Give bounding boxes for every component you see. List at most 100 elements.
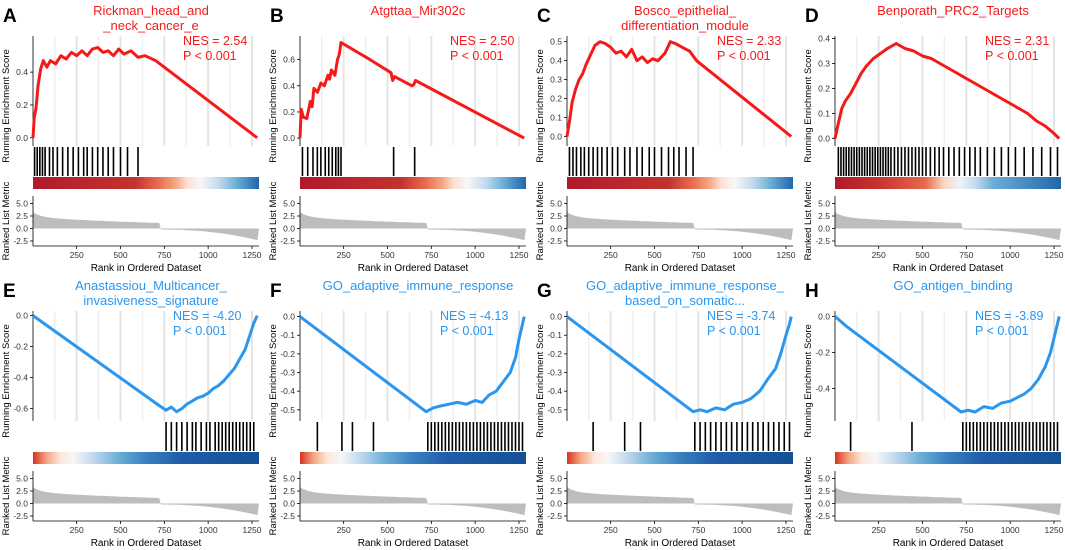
x-tick-label: 250 xyxy=(337,525,351,535)
x-tick-label: 1000 xyxy=(466,250,485,260)
metric-y-tick-label: -2.5 xyxy=(280,511,295,521)
metric-area xyxy=(33,486,259,516)
x-tick-label: 1000 xyxy=(1001,250,1020,260)
heat-bar xyxy=(33,452,259,464)
metric-y-tick-label: 0.0 xyxy=(818,499,830,509)
metric-y-tick-label: 2.5 xyxy=(550,486,562,496)
metric-y-tick-label: 5.0 xyxy=(818,199,830,209)
panel-title-line: GO_adaptive_immune_response xyxy=(323,278,514,293)
p-label: P < 0.001 xyxy=(440,324,494,338)
metric-area xyxy=(300,211,526,241)
y-tick-label: -0.4 xyxy=(815,384,830,394)
y-tick-label: 0.6 xyxy=(283,55,295,65)
x-axis-label: Rank in Ordered Dataset xyxy=(625,538,736,549)
y-tick-label: -0.3 xyxy=(280,368,295,378)
es-curve xyxy=(299,315,526,414)
metric-y-tick-label: 5.0 xyxy=(16,474,28,484)
y-axis-label: Running Enrichment Score xyxy=(268,49,279,163)
metric-y-tick-label: 0.0 xyxy=(550,499,562,509)
x-tick-label: 750 xyxy=(691,525,705,535)
x-tick-label: 750 xyxy=(157,250,171,260)
p-label: P < 0.001 xyxy=(975,324,1029,338)
y-tick-label: -0.1 xyxy=(280,330,295,340)
x-tick-label: 250 xyxy=(70,525,84,535)
y-tick-label: -0.4 xyxy=(13,373,28,383)
y-tick-label: 0.4 xyxy=(550,56,562,66)
metric-y-tick-label: 0.0 xyxy=(818,224,830,234)
y-tick-label: -0.2 xyxy=(815,347,830,357)
x-tick-label: 1250 xyxy=(510,250,529,260)
panel-title-line: Atgttaa_Mir302c xyxy=(371,3,466,18)
x-tick-label: 500 xyxy=(915,525,929,535)
panel-title-line: GO_antigen_binding xyxy=(893,278,1012,293)
nes-label: NES = -4.20 xyxy=(173,309,241,323)
metric-y-label: Ranked List Metric xyxy=(268,456,279,535)
x-tick-label: 1000 xyxy=(1001,525,1020,535)
panel-title-line: Anastassiou_Multicancer_ xyxy=(75,278,228,293)
x-tick-label: 750 xyxy=(157,525,171,535)
y-tick-label: -0.5 xyxy=(280,405,295,415)
metric-area xyxy=(300,486,526,516)
x-tick-label: 1000 xyxy=(199,250,218,260)
x-tick-label: 250 xyxy=(604,250,618,260)
x-tick-label: 1250 xyxy=(1045,250,1064,260)
p-label: P < 0.001 xyxy=(183,49,237,63)
heat-bar xyxy=(835,177,1061,189)
metric-y-label: Ranked List Metric xyxy=(803,456,814,535)
y-tick-label: 0.4 xyxy=(818,34,830,44)
es-curve xyxy=(32,314,259,414)
x-tick-label: 750 xyxy=(959,250,973,260)
metric-y-tick-label: 2.5 xyxy=(550,211,562,221)
panel-b: B Atgttaa_Mir302c 0.0 0.2 0.4 0.6 Running Enri… xyxy=(268,3,529,274)
panel-letter: B xyxy=(270,6,284,27)
y-tick-label: -0.5 xyxy=(547,405,562,415)
p-label: P < 0.001 xyxy=(717,49,771,63)
x-tick-label: 500 xyxy=(113,525,127,535)
x-tick-label: 1000 xyxy=(733,525,752,535)
y-tick-label: 0.1 xyxy=(550,113,562,123)
x-tick-label: 1250 xyxy=(1045,525,1064,535)
panel-title-line: Benporath_PRC2_Targets xyxy=(877,3,1029,18)
es-curve xyxy=(833,42,1061,140)
x-tick-label: 250 xyxy=(70,250,84,260)
y-tick-label: 0.3 xyxy=(550,75,562,85)
x-tick-label: 250 xyxy=(604,525,618,535)
nes-label: NES = 2.50 xyxy=(450,34,514,48)
nes-label: NES = 2.31 xyxy=(985,34,1049,48)
panel-g: G GO_adaptive_immune_response_based_on_so… xyxy=(535,278,796,549)
metric-y-tick-label: -2.5 xyxy=(13,511,28,521)
x-tick-label: 500 xyxy=(647,525,661,535)
nes-label: NES = -4.13 xyxy=(440,309,508,323)
es-curve xyxy=(31,46,259,139)
panel-letter: H xyxy=(805,281,819,302)
metric-y-label: Ranked List Metric xyxy=(268,181,279,260)
y-axis-label: Running Enrichment Score xyxy=(1,324,12,438)
nes-label: NES = 2.33 xyxy=(717,34,781,48)
y-tick-label: 0.5 xyxy=(550,37,562,47)
metric-y-tick-label: -2.5 xyxy=(815,511,830,521)
x-axis-label: Rank in Ordered Dataset xyxy=(625,263,736,274)
metric-y-label: Ranked List Metric xyxy=(535,181,546,260)
metric-y-tick-label: 5.0 xyxy=(283,199,295,209)
panel-h: H GO_antigen_binding -0.4 -0.2 0.0 Running En… xyxy=(803,278,1064,549)
panel-letter: A xyxy=(3,6,17,27)
panel-letter: D xyxy=(805,6,819,27)
y-tick-label: -0.4 xyxy=(280,386,295,396)
x-tick-label: 500 xyxy=(380,525,394,535)
panel-title-line: invasiveness_signature xyxy=(83,293,218,308)
panel-a: A Rickman_head_and_neck_cancer_e 0.0 0.2 0.4… xyxy=(1,3,262,274)
panel-title-line: GO_adaptive_immune_response_ xyxy=(586,278,785,293)
heat-bar xyxy=(567,177,793,189)
x-tick-label: 250 xyxy=(337,250,351,260)
p-label: P < 0.001 xyxy=(450,49,504,63)
metric-y-tick-label: 2.5 xyxy=(283,486,295,496)
x-tick-label: 750 xyxy=(424,525,438,535)
p-label: P < 0.001 xyxy=(173,324,227,338)
x-axis-label: Rank in Ordered Dataset xyxy=(358,538,469,549)
metric-y-tick-label: 2.5 xyxy=(818,211,830,221)
y-tick-label: 0.0 xyxy=(550,132,562,142)
y-tick-label: -0.1 xyxy=(547,330,562,340)
y-tick-label: 0.2 xyxy=(818,84,830,94)
panel-title-line: based_on_somatic... xyxy=(625,293,745,308)
